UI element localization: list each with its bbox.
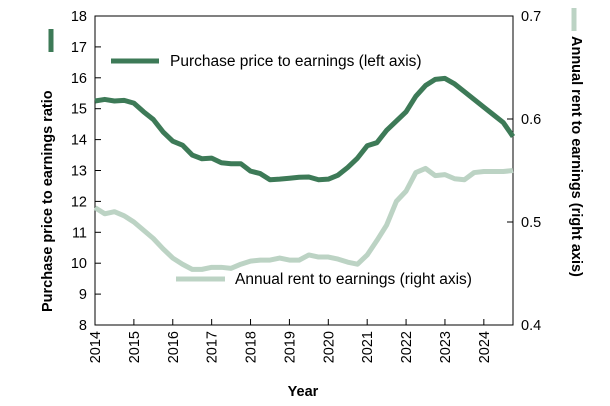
right-axis-ticks: 0.4 0.5 0.6 0.7 [507, 9, 541, 334]
x-tick-label: 2024 [477, 331, 493, 363]
legend-purchase-label: Purchase price to earnings (left axis) [170, 53, 422, 70]
left-tick-label: 11 [72, 225, 87, 241]
x-axis-ticks: 2014 2015 2016 2017 2018 2019 2020 2021 2022 2023… [88, 319, 493, 363]
rent-line [93, 165, 514, 272]
x-tick-label: 2019 [282, 331, 298, 363]
left-axis-title: Purchase price to earnings ratio [40, 90, 56, 312]
x-tick-label: 2014 [88, 331, 104, 363]
left-tick-label: 15 [71, 102, 87, 118]
x-tick-label: 2018 [244, 331, 260, 363]
x-tick-label: 2021 [360, 331, 376, 363]
left-tick-label: 9 [79, 287, 87, 303]
left-tick-label: 14 [71, 133, 87, 149]
left-tick-label: 17 [71, 40, 87, 56]
right-axis-title: Annual rent to earnings (right axis) [568, 36, 584, 277]
x-tick-label: 2015 [127, 331, 143, 363]
x-tick-label: 2020 [321, 331, 337, 363]
left-tick-label: 8 [79, 318, 87, 334]
right-tick-label: 0.6 [521, 112, 541, 128]
left-tick-label: 10 [71, 256, 87, 272]
left-tick-label: 13 [71, 164, 87, 180]
left-axis-ticks: 8 9 10 11 12 13 14 15 16 17 18 [71, 9, 101, 334]
x-tick-label: 2022 [399, 331, 415, 363]
purchase-price-line [94, 75, 516, 183]
left-tick-label: 16 [71, 71, 87, 87]
right-tick-label: 0.4 [521, 318, 541, 334]
left-tick-label: 18 [71, 9, 87, 25]
x-tick-label: 2023 [438, 331, 454, 363]
x-tick-label: 2016 [166, 331, 182, 363]
x-axis-title: Year [288, 384, 319, 400]
right-tick-label: 0.7 [521, 9, 541, 25]
left-tick-label: 12 [71, 194, 87, 210]
x-tick-label: 2017 [205, 331, 221, 363]
legend-rent-label: Annual rent to earnings (right axis) [235, 271, 472, 288]
series-layer [93, 75, 516, 272]
right-tick-label: 0.5 [521, 215, 541, 231]
